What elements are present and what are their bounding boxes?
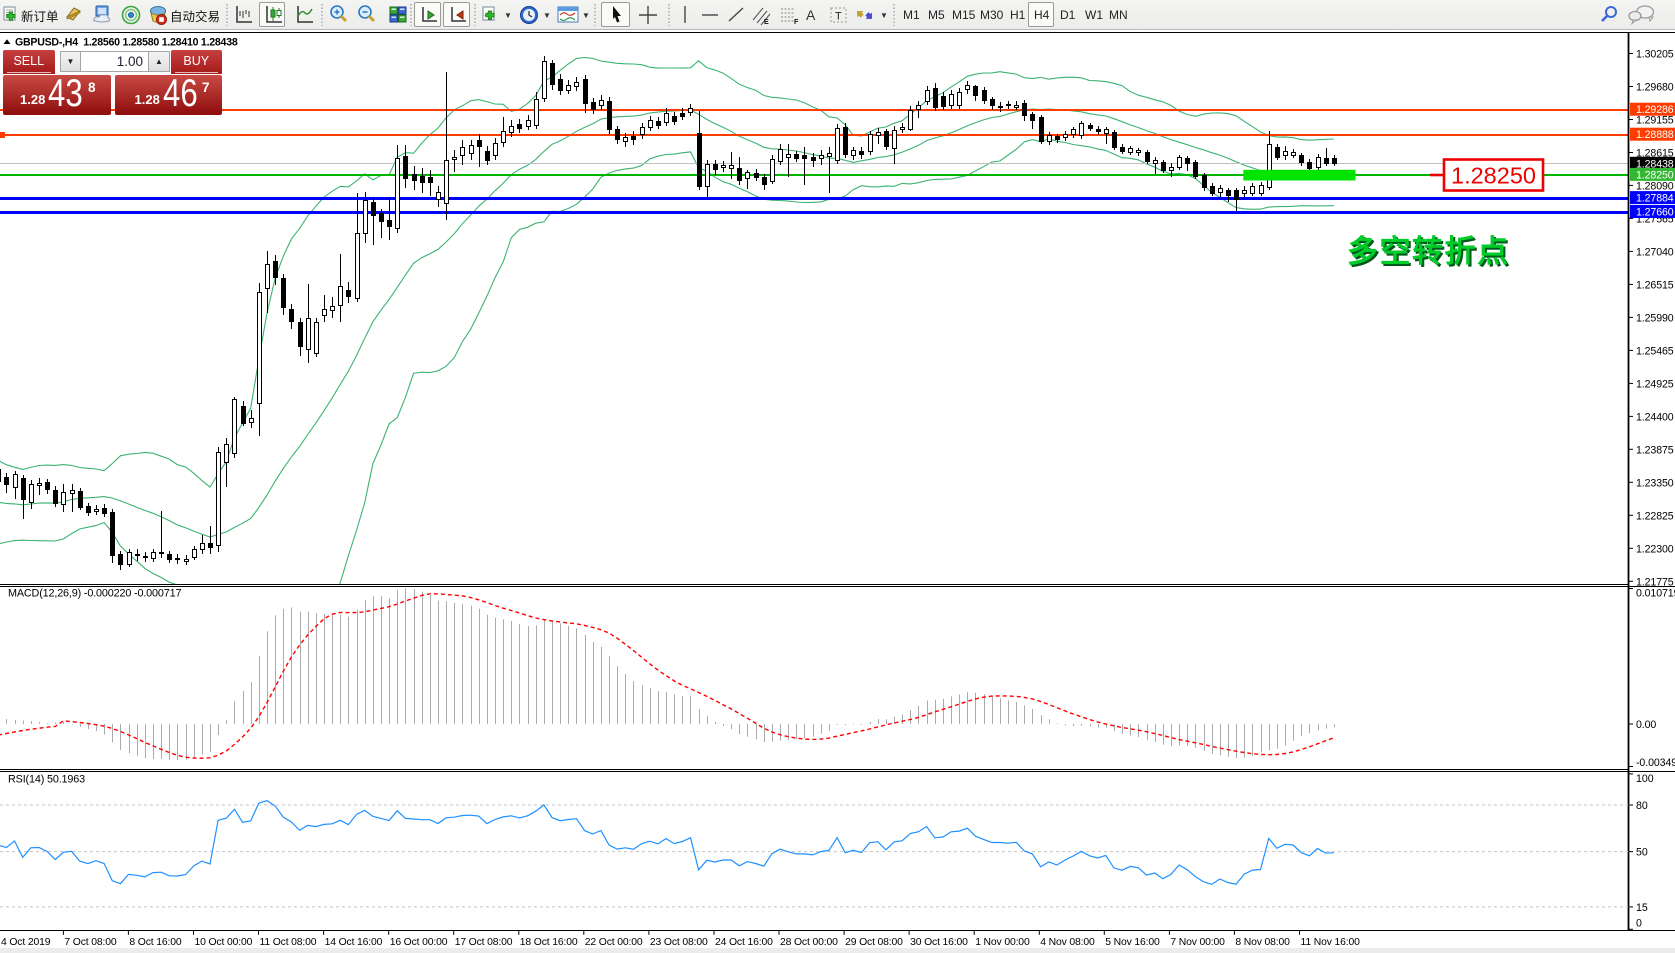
svg-text:1.22300: 1.22300 (1636, 543, 1674, 555)
svg-text:1.28250: 1.28250 (1451, 163, 1536, 189)
svg-text:1.23875: 1.23875 (1636, 444, 1674, 456)
svg-text:1.25990: 1.25990 (1636, 312, 1674, 324)
svg-text:1.26515: 1.26515 (1636, 279, 1674, 291)
svg-text:29 Oct 08:00: 29 Oct 08:00 (845, 937, 903, 948)
svg-text:28 Oct 00:00: 28 Oct 00:00 (780, 937, 838, 948)
svg-text:11 Nov 16:00: 11 Nov 16:00 (1301, 937, 1361, 948)
svg-text:0: 0 (1636, 918, 1642, 930)
svg-text:1.28438: 1.28438 (1636, 158, 1674, 170)
svg-text:24 Oct 16:00: 24 Oct 16:00 (715, 937, 773, 948)
svg-text:多空转折点: 多空转折点 (1349, 236, 1512, 271)
svg-text:1.29680: 1.29680 (1636, 82, 1674, 94)
svg-text:MACD(12,26,9) -0.000220 -0.000: MACD(12,26,9) -0.000220 -0.000717 (8, 588, 181, 600)
svg-text:22 Oct 00:00: 22 Oct 00:00 (585, 937, 643, 948)
svg-text:80: 80 (1636, 800, 1648, 812)
svg-text:T: T (835, 11, 842, 23)
svg-text:1.27884: 1.27884 (1636, 193, 1674, 205)
svg-text:8 Nov 08:00: 8 Nov 08:00 (1235, 937, 1290, 948)
svg-text:1.21775: 1.21775 (1636, 576, 1674, 588)
svg-text:1.28888: 1.28888 (1636, 129, 1674, 141)
svg-text:11 Oct 08:00: 11 Oct 08:00 (260, 937, 317, 948)
svg-text:1.23350: 1.23350 (1636, 477, 1674, 489)
svg-text:4 Oct 2019: 4 Oct 2019 (1, 937, 51, 948)
svg-text:RSI(14) 50.1963: RSI(14) 50.1963 (8, 774, 85, 786)
svg-text:5 Nov 16:00: 5 Nov 16:00 (1105, 937, 1160, 948)
svg-text:1.27040: 1.27040 (1636, 246, 1674, 258)
svg-text:8 Oct 16:00: 8 Oct 16:00 (129, 937, 181, 948)
svg-text:10 Oct 00:00: 10 Oct 00:00 (195, 937, 253, 948)
svg-text:1.28250: 1.28250 (1636, 169, 1674, 181)
svg-text:1.27660: 1.27660 (1636, 207, 1674, 219)
svg-text:1 Nov 00:00: 1 Nov 00:00 (975, 937, 1030, 948)
svg-text:18 Oct 16:00: 18 Oct 16:00 (520, 937, 578, 948)
svg-text:1.24400: 1.24400 (1636, 411, 1674, 423)
svg-text:0.00: 0.00 (1636, 719, 1656, 731)
svg-text:1.24925: 1.24925 (1636, 378, 1674, 390)
svg-text:4 Nov 08:00: 4 Nov 08:00 (1040, 937, 1095, 948)
svg-text:16 Oct 00:00: 16 Oct 00:00 (390, 937, 448, 948)
svg-text:100: 100 (1636, 773, 1654, 785)
svg-text:50: 50 (1636, 847, 1648, 859)
svg-text:1.22825: 1.22825 (1636, 510, 1674, 522)
svg-text:15: 15 (1636, 902, 1648, 914)
svg-text:23 Oct 08:00: 23 Oct 08:00 (650, 937, 708, 948)
svg-text:F: F (794, 19, 799, 26)
svg-text:14 Oct 16:00: 14 Oct 16:00 (325, 937, 383, 948)
svg-text:7 Oct 08:00: 7 Oct 08:00 (64, 937, 116, 948)
svg-text:1.30205: 1.30205 (1636, 49, 1674, 61)
svg-text:多空转折点: 多空转折点 (1347, 234, 1510, 269)
svg-text:30 Oct 16:00: 30 Oct 16:00 (910, 937, 968, 948)
svg-text:0.010719: 0.010719 (1636, 588, 1675, 600)
svg-text:GBPUSD-,H4 1.28560 1.28580 1.: GBPUSD-,H4 1.28560 1.28580 1.28410 1.284… (15, 36, 238, 48)
svg-text:1.25465: 1.25465 (1636, 345, 1674, 357)
svg-text:E: E (764, 19, 769, 26)
svg-text:-0.003492: -0.003492 (1636, 757, 1675, 769)
svg-text:1.28090: 1.28090 (1636, 180, 1674, 192)
svg-text:7 Nov 00:00: 7 Nov 00:00 (1170, 937, 1225, 948)
svg-text:1.29286: 1.29286 (1636, 104, 1674, 116)
svg-text:17 Oct 08:00: 17 Oct 08:00 (455, 937, 513, 948)
svg-text:1.28615: 1.28615 (1636, 148, 1674, 160)
svg-text:1.29155: 1.29155 (1636, 115, 1674, 127)
